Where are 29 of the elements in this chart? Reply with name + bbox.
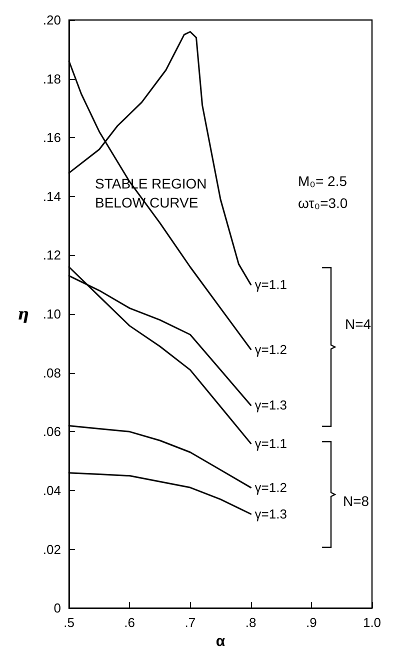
series-label: γ=1.2 (254, 480, 287, 496)
series-label: γ=1.1 (254, 436, 287, 451)
series-label: γ=1.3 (254, 398, 287, 413)
y-tick-label: .16 (42, 130, 61, 146)
y-tick-label: .20 (42, 12, 61, 28)
series-label: γ=1.3 (254, 506, 287, 522)
y-tick-label: 0 (54, 600, 61, 616)
y-tick-label: .04 (42, 482, 61, 498)
x-tick-label: 1.0 (362, 615, 382, 630)
y-tick-label: .08 (42, 365, 61, 380)
annotation: N=4 (345, 316, 372, 332)
x-tick-label: .5 (64, 615, 74, 630)
x-axis-title: α (216, 633, 226, 650)
y-axis-title: η (17, 304, 29, 324)
annotation: N=8 (343, 493, 370, 509)
y-tick-label: .12 (42, 248, 61, 263)
x-tick-label: .6 (124, 615, 136, 630)
y-tick-label: .02 (42, 542, 61, 557)
y-tick-label: .10 (42, 306, 61, 322)
y-tick-label: .06 (42, 424, 61, 440)
series-label: γ=1.1 (254, 277, 287, 292)
x-tick-label: .9 (306, 615, 317, 630)
y-tick-label: .14 (42, 188, 61, 204)
x-tick-label: .7 (184, 615, 196, 630)
annotation: M₀= 2.5 (298, 173, 348, 189)
y-tick-label: .18 (42, 71, 61, 86)
series-label: γ=1.2 (254, 342, 287, 357)
x-tick-label: .8 (245, 615, 256, 630)
annotation: ωτ₀=3.0 (298, 195, 348, 211)
